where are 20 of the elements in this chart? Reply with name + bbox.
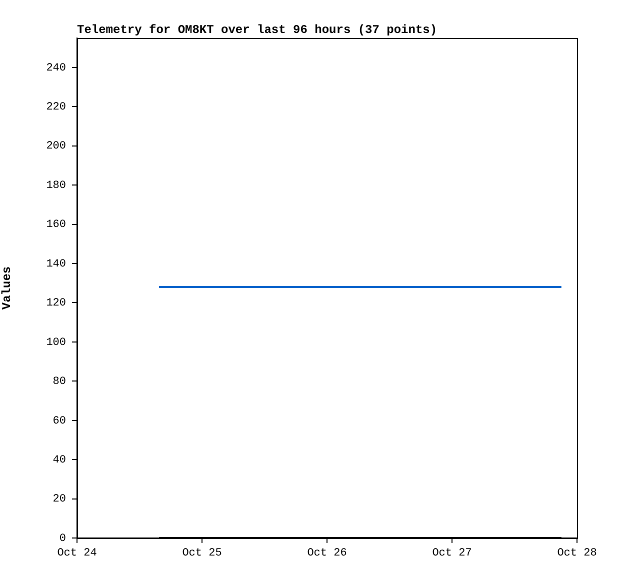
y-tick-label: 100 [46, 336, 66, 349]
y-tick-label: 40 [52, 454, 66, 466]
y-tick-label: 180 [46, 180, 66, 192]
x-tick-label: Oct 27 [432, 548, 472, 560]
x-tick-label: Oct 24 [57, 548, 98, 560]
y-tick-label: 220 [46, 102, 66, 114]
y-tick-label: 60 [52, 415, 66, 428]
x-tick-label: Oct 25 [182, 548, 222, 560]
x-tick-label: Oct 26 [307, 548, 347, 560]
y-tick-label: 240 [46, 62, 66, 74]
x-tick-label: Oct 28 [557, 548, 597, 560]
y-axis-title: Values [0, 266, 14, 310]
y-tick-label: 20 [52, 494, 66, 506]
y-tick-label: 0 [59, 532, 66, 545]
y-tick-label: 160 [46, 219, 66, 232]
y-tick-label: 120 [46, 298, 66, 310]
chart-title: Telemetry for OM8KT over last 96 hours (37 points) [77, 23, 438, 38]
y-tick-label: 200 [46, 140, 66, 153]
y-tick-label: 140 [46, 258, 66, 270]
y-tick-label: 80 [52, 376, 66, 388]
